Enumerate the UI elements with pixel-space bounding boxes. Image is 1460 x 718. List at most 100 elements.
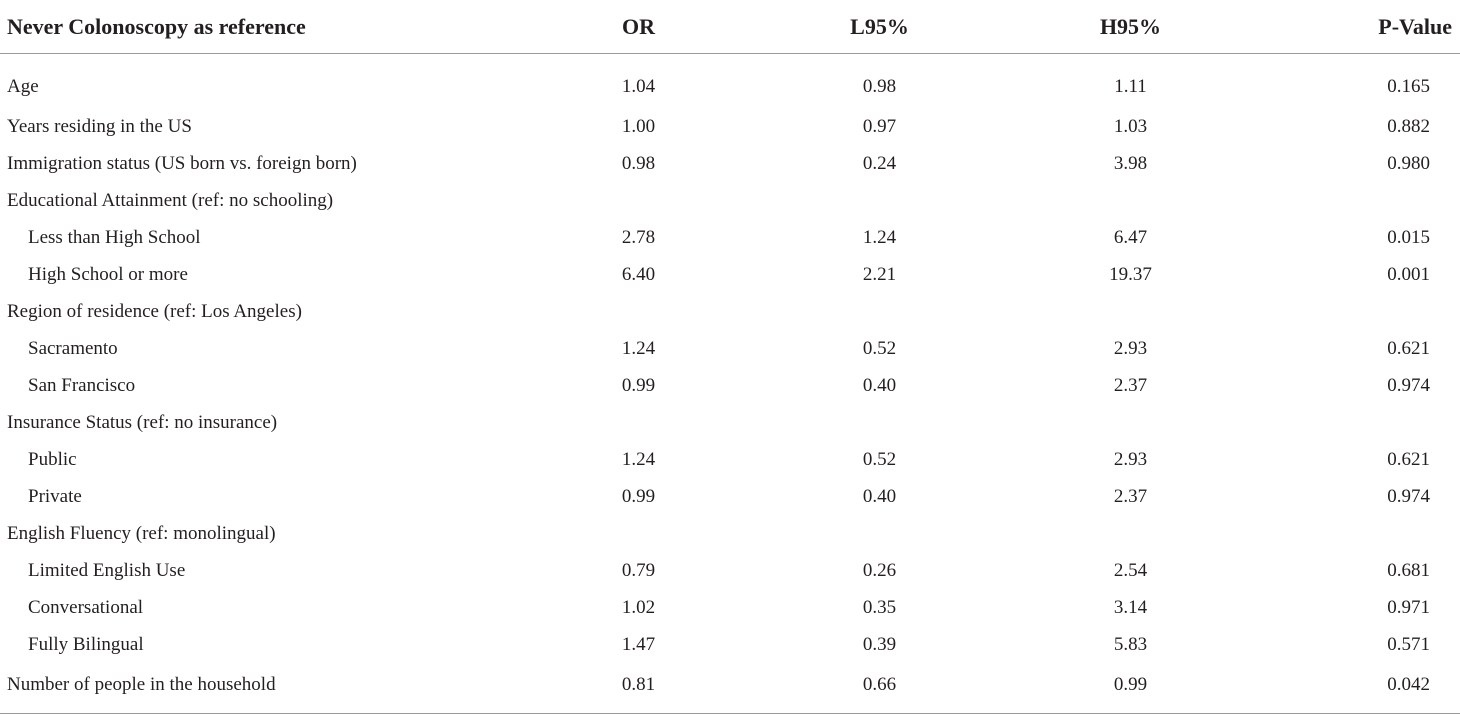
row-label: Region of residence (ref: Los Angeles) [7,300,302,322]
cell-or: 0.98 [621,152,656,174]
row-label: Public [28,448,77,470]
row-label: Insurance Status (ref: no insurance) [7,411,278,433]
cell-l95: 0.98 [862,76,897,97]
table-row-subcategory: Public 1.24 0.52 2.93 0.621 [0,441,1460,478]
cell-p-value [1259,293,1460,330]
cell-l95: 1.24 [862,226,897,248]
cell-p-value: 0.882 [1387,115,1430,137]
table-row-subcategory: Limited English Use 0.79 0.26 2.54 0.681 [0,552,1460,589]
cell-or: 0.99 [621,374,656,396]
cell-l95: 0.97 [862,115,897,137]
cell-h95: 2.93 [1113,337,1148,359]
row-label: English Fluency (ref: monolingual) [7,522,276,544]
header-or: OR [520,0,757,54]
header-l95: L95% [757,0,1002,54]
cell-or [520,182,757,219]
cell-h95: 2.93 [1113,448,1148,470]
row-label: Number of people in the household [0,663,520,714]
cell-or: 1.02 [621,596,656,618]
cell-h95: 2.37 [1113,374,1148,396]
cell-l95: 0.52 [862,337,897,359]
header-reference-label: Never Colonoscopy as reference [0,0,520,54]
cell-l95: 0.66 [757,663,1002,714]
cell-or: 1.04 [621,76,656,97]
cell-h95: 3.14 [1113,596,1148,618]
cell-h95: 0.99 [1002,663,1259,714]
cell-l95: 0.35 [862,596,897,618]
cell-p-value: 0.980 [1387,152,1430,174]
cell-or: 1.00 [621,115,656,137]
cell-h95 [1002,515,1259,552]
table-row-subcategory: Conversational 1.02 0.35 3.14 0.971 [0,589,1460,626]
cell-l95: 0.40 [862,374,897,396]
row-label: Immigration status (US born vs. foreign … [7,152,357,174]
cell-h95 [1002,293,1259,330]
table-row: English Fluency (ref: monolingual) [0,515,1460,552]
row-label: Educational Attainment (ref: no schoolin… [7,189,334,211]
table-row-subcategory: San Francisco 0.99 0.40 2.37 0.974 [0,367,1460,404]
cell-or: 0.81 [520,663,757,714]
cell-l95: 0.39 [862,633,897,655]
table-row: Number of people in the household 0.81 0.6… [0,663,1460,714]
table-row: Age 1.04 0.98 1.11 0.165 [0,54,1460,109]
table-row-subcategory: Sacramento 1.24 0.52 2.93 0.621 [0,330,1460,367]
table-row: Years residing in the US 1.00 0.97 1.03 0.88… [0,108,1460,145]
row-label: Conversational [28,596,144,618]
cell-l95: 0.52 [862,448,897,470]
cell-h95: 1.03 [1113,115,1148,137]
cell-h95: 1.11 [1114,76,1147,97]
header-row: Never Colonoscopy as reference OR L95% H… [0,0,1460,54]
row-label: Age [7,76,39,97]
cell-or [520,293,757,330]
row-label: Years residing in the US [7,115,192,137]
row-label: San Francisco [28,374,136,396]
cell-or: 2.78 [621,226,656,248]
cell-or: 0.79 [621,559,656,581]
cell-p-value: 0.971 [1387,596,1430,618]
table-row: Region of residence (ref: Los Angeles) [0,293,1460,330]
cell-p-value: 0.621 [1387,337,1430,359]
table-row: Insurance Status (ref: no insurance) [0,404,1460,441]
row-label: Sacramento [28,337,118,359]
cell-h95: 3.98 [1113,152,1148,174]
cell-p-value [1259,182,1460,219]
cell-h95 [1002,404,1259,441]
cell-or: 1.24 [621,337,656,359]
cell-l95: 0.26 [862,559,897,581]
cell-p-value [1259,404,1460,441]
cell-l95 [757,404,1002,441]
cell-p-value: 0.001 [1387,263,1430,285]
cell-h95: 6.47 [1113,226,1148,248]
cell-p-value: 0.042 [1259,663,1460,714]
table-row: Immigration status (US born vs. foreign … [0,145,1460,182]
cell-or: 6.40 [621,263,656,285]
cell-h95: 2.37 [1113,485,1148,507]
cell-l95: 0.24 [862,152,897,174]
cell-p-value: 0.974 [1387,485,1430,507]
table-row-subcategory: Fully Bilingual 1.47 0.39 5.83 0.571 [0,626,1460,663]
cell-l95 [757,182,1002,219]
row-label: Less than High School [28,226,201,248]
cell-p-value: 0.015 [1387,226,1430,248]
table-row-subcategory: High School or more 6.40 2.21 19.37 0.001 [0,256,1460,293]
cell-or: 1.47 [621,633,656,655]
table-body: Age 1.04 0.98 1.11 0.165 Years residing in th… [0,54,1460,714]
cell-l95: 0.40 [862,485,897,507]
cell-l95 [757,293,1002,330]
cell-p-value: 0.621 [1387,448,1430,470]
header-p-value: P-Value [1259,0,1460,54]
row-label: Fully Bilingual [28,633,144,655]
table-row-subcategory: Private 0.99 0.40 2.37 0.974 [0,478,1460,515]
cell-h95 [1002,182,1259,219]
cell-or [520,515,757,552]
cell-or: 1.24 [621,448,656,470]
header-h95: H95% [1002,0,1259,54]
cell-h95: 2.54 [1113,559,1148,581]
cell-h95: 5.83 [1113,633,1148,655]
cell-h95: 19.37 [1109,263,1152,285]
cell-p-value: 0.681 [1387,559,1430,581]
table-row: Educational Attainment (ref: no schoolin… [0,182,1460,219]
cell-p-value: 0.571 [1387,633,1430,655]
